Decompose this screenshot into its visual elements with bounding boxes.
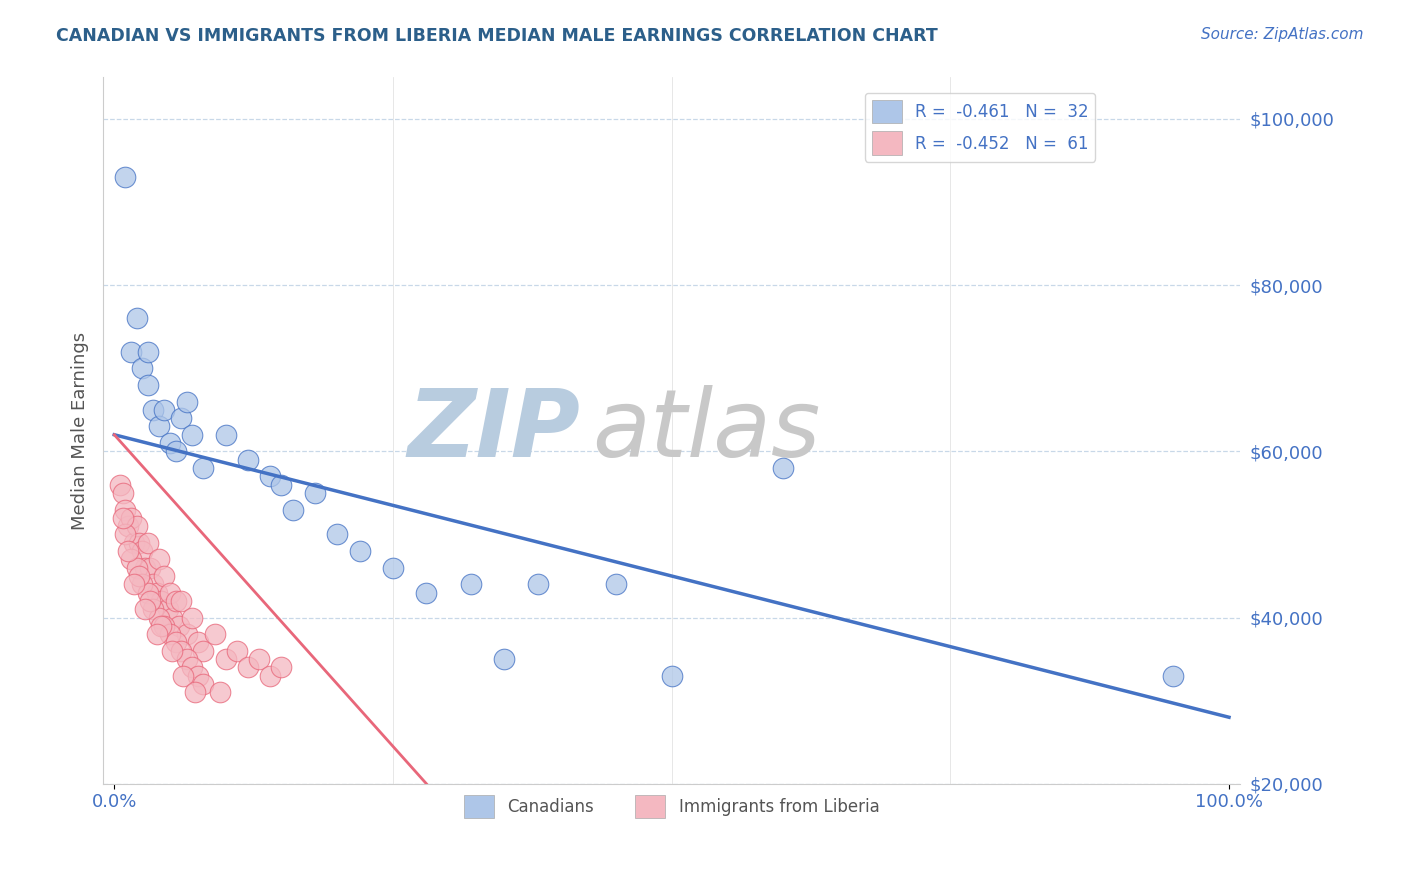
Point — [247, 652, 270, 666]
Point — [134, 602, 156, 616]
Point — [165, 444, 187, 458]
Point — [193, 644, 215, 658]
Point — [193, 461, 215, 475]
Point — [136, 344, 159, 359]
Point — [117, 519, 139, 533]
Point — [150, 594, 173, 608]
Point — [156, 602, 179, 616]
Point — [1161, 669, 1184, 683]
Point — [139, 594, 162, 608]
Point — [128, 569, 150, 583]
Point — [136, 585, 159, 599]
Point — [120, 552, 142, 566]
Point — [183, 685, 205, 699]
Point — [120, 511, 142, 525]
Point — [128, 535, 150, 549]
Point — [181, 610, 204, 624]
Point — [131, 361, 153, 376]
Text: CANADIAN VS IMMIGRANTS FROM LIBERIA MEDIAN MALE EARNINGS CORRELATION CHART: CANADIAN VS IMMIGRANTS FROM LIBERIA MEDI… — [56, 27, 938, 45]
Point — [772, 461, 794, 475]
Point — [661, 669, 683, 683]
Point — [304, 486, 326, 500]
Point — [131, 577, 153, 591]
Point — [215, 427, 238, 442]
Point — [112, 511, 135, 525]
Point — [125, 311, 148, 326]
Point — [117, 544, 139, 558]
Point — [259, 669, 281, 683]
Point — [170, 644, 193, 658]
Point — [381, 560, 404, 574]
Point — [148, 552, 170, 566]
Point — [193, 677, 215, 691]
Point — [145, 627, 167, 641]
Point — [176, 652, 198, 666]
Point — [153, 569, 176, 583]
Point — [494, 652, 516, 666]
Point — [162, 644, 184, 658]
Text: ZIP: ZIP — [408, 384, 581, 476]
Point — [142, 577, 165, 591]
Point — [125, 560, 148, 574]
Point — [159, 627, 181, 641]
Point — [162, 610, 184, 624]
Point — [114, 170, 136, 185]
Point — [460, 577, 482, 591]
Point — [225, 644, 247, 658]
Point — [176, 627, 198, 641]
Point — [153, 619, 176, 633]
Point — [139, 560, 162, 574]
Point — [270, 660, 292, 674]
Point — [167, 619, 190, 633]
Point — [120, 344, 142, 359]
Point — [134, 560, 156, 574]
Point — [145, 585, 167, 599]
Point — [165, 635, 187, 649]
Point — [181, 660, 204, 674]
Point — [187, 635, 209, 649]
Text: atlas: atlas — [592, 385, 820, 476]
Point — [150, 619, 173, 633]
Point — [114, 502, 136, 516]
Point — [170, 411, 193, 425]
Point — [159, 436, 181, 450]
Point — [236, 660, 259, 674]
Point — [326, 527, 349, 541]
Point — [159, 585, 181, 599]
Point — [281, 502, 304, 516]
Legend: Canadians, Immigrants from Liberia: Canadians, Immigrants from Liberia — [457, 788, 886, 825]
Point — [153, 402, 176, 417]
Point — [605, 577, 627, 591]
Point — [124, 535, 146, 549]
Point — [142, 402, 165, 417]
Point — [170, 594, 193, 608]
Point — [114, 527, 136, 541]
Point — [181, 427, 204, 442]
Point — [215, 652, 238, 666]
Point — [108, 477, 131, 491]
Point — [259, 469, 281, 483]
Text: Source: ZipAtlas.com: Source: ZipAtlas.com — [1201, 27, 1364, 42]
Point — [165, 594, 187, 608]
Point — [148, 610, 170, 624]
Y-axis label: Median Male Earnings: Median Male Earnings — [72, 332, 89, 530]
Point — [527, 577, 550, 591]
Point — [136, 535, 159, 549]
Point — [209, 685, 232, 699]
Point — [172, 669, 194, 683]
Point — [148, 419, 170, 434]
Point — [112, 486, 135, 500]
Point — [204, 627, 226, 641]
Point — [125, 519, 148, 533]
Point — [124, 577, 146, 591]
Point — [236, 452, 259, 467]
Point — [415, 585, 437, 599]
Point — [131, 544, 153, 558]
Point — [270, 477, 292, 491]
Point — [136, 377, 159, 392]
Point — [176, 394, 198, 409]
Point — [349, 544, 371, 558]
Point — [142, 602, 165, 616]
Point — [187, 669, 209, 683]
